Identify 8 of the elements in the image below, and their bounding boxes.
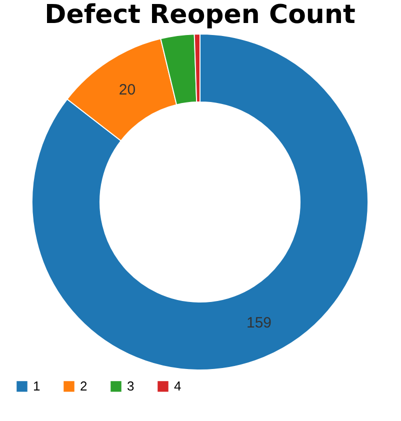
data-label: 20 [118,81,136,98]
legend-label: 2 [80,378,88,394]
data-label: 159 [246,314,272,332]
legend-label: 3 [127,378,134,394]
legend-label: 1 [33,378,40,394]
chart-title: Defect Reopen Count [44,0,356,30]
legend-label: 4 [174,378,182,394]
donut-slice [32,34,368,370]
